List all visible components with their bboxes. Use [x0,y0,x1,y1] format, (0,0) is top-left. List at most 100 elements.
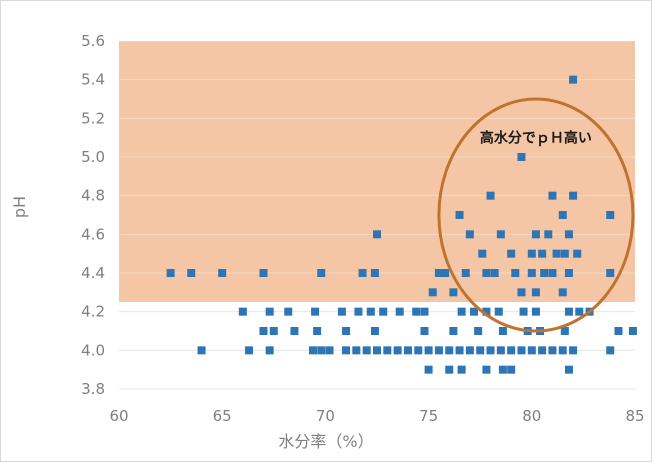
data-point [358,269,367,277]
y-tick-label: 4.2 [81,303,105,321]
data-point [259,269,268,277]
data-point [482,365,491,374]
data-point [166,269,175,277]
data-point [606,346,615,355]
x-tick-label: 70 [316,407,335,425]
data-point [544,230,553,239]
data-point [573,249,582,258]
x-tick-label: 85 [625,407,644,425]
data-point [449,288,458,297]
x-tick-label: 80 [522,407,541,425]
data-point [507,249,516,258]
data-point [370,327,379,335]
data-point [245,346,254,355]
data-point [238,307,247,316]
data-point [414,346,423,355]
data-point [284,307,293,316]
data-point [564,307,573,316]
data-point [325,346,334,355]
data-point [558,346,567,355]
data-point [461,269,470,277]
shaded-region [119,41,635,302]
data-point [560,327,569,335]
data-point [313,327,322,335]
data-point [494,307,503,316]
data-point [434,269,443,277]
data-point [606,269,615,277]
data-point [457,307,466,316]
data-point [265,307,274,316]
data-point [420,327,429,335]
data-point [354,307,363,316]
data-point [531,230,540,239]
data-point [373,230,381,239]
data-point [628,327,637,335]
data-point [434,346,443,355]
data-point [564,269,573,277]
data-point [558,211,567,219]
data-point [564,365,573,374]
data-point [606,211,615,219]
data-point [496,230,505,239]
data-point [569,191,578,200]
data-point [218,269,227,277]
x-tick-label: 75 [419,407,438,425]
data-point [197,346,206,355]
y-tick-label: 4.6 [81,225,105,243]
data-point [337,307,346,316]
data-point [311,307,320,316]
y-tick-label: 5.0 [81,148,105,166]
data-point [342,346,351,355]
data-point [486,346,495,355]
x-axis-label: 水分率（%） [278,432,373,451]
y-axis-label: pH [10,196,29,218]
y-tick-label: 4.0 [81,341,105,359]
data-point [564,230,573,239]
data-point [511,269,520,277]
data-point [352,346,361,355]
y-tick-label: 5.4 [81,71,105,89]
x-tick-label: 60 [109,407,128,425]
data-point [455,346,464,355]
data-point [527,269,536,277]
data-point [317,346,326,355]
data-point [507,365,516,374]
data-point [569,346,578,355]
data-point [482,269,491,277]
data-point [449,327,458,335]
data-point [548,269,557,277]
y-tick-label: 4.8 [81,187,105,205]
data-point [465,346,474,355]
data-point [265,346,274,355]
data-point [507,346,516,355]
y-tick-label: 5.2 [81,109,105,127]
data-point [531,288,540,297]
data-point [269,327,278,335]
data-point [428,288,437,297]
data-point [420,307,429,316]
data-point [403,346,412,355]
data-point [498,327,507,335]
data-point [309,346,318,355]
data-point [259,327,268,335]
data-point [478,249,487,258]
data-point [187,269,196,277]
data-point [517,153,526,161]
data-point [517,288,526,297]
data-point [393,346,402,355]
data-point [342,327,351,335]
data-point [366,307,375,316]
y-tick-label: 3.8 [81,380,105,398]
data-point [548,346,557,355]
data-point [527,249,536,258]
data-point [362,346,371,355]
data-point [575,307,584,316]
data-point [424,365,433,374]
data-point [490,269,499,277]
data-point [424,346,433,355]
data-point [379,307,388,316]
data-point [552,249,561,258]
data-point [445,365,454,374]
